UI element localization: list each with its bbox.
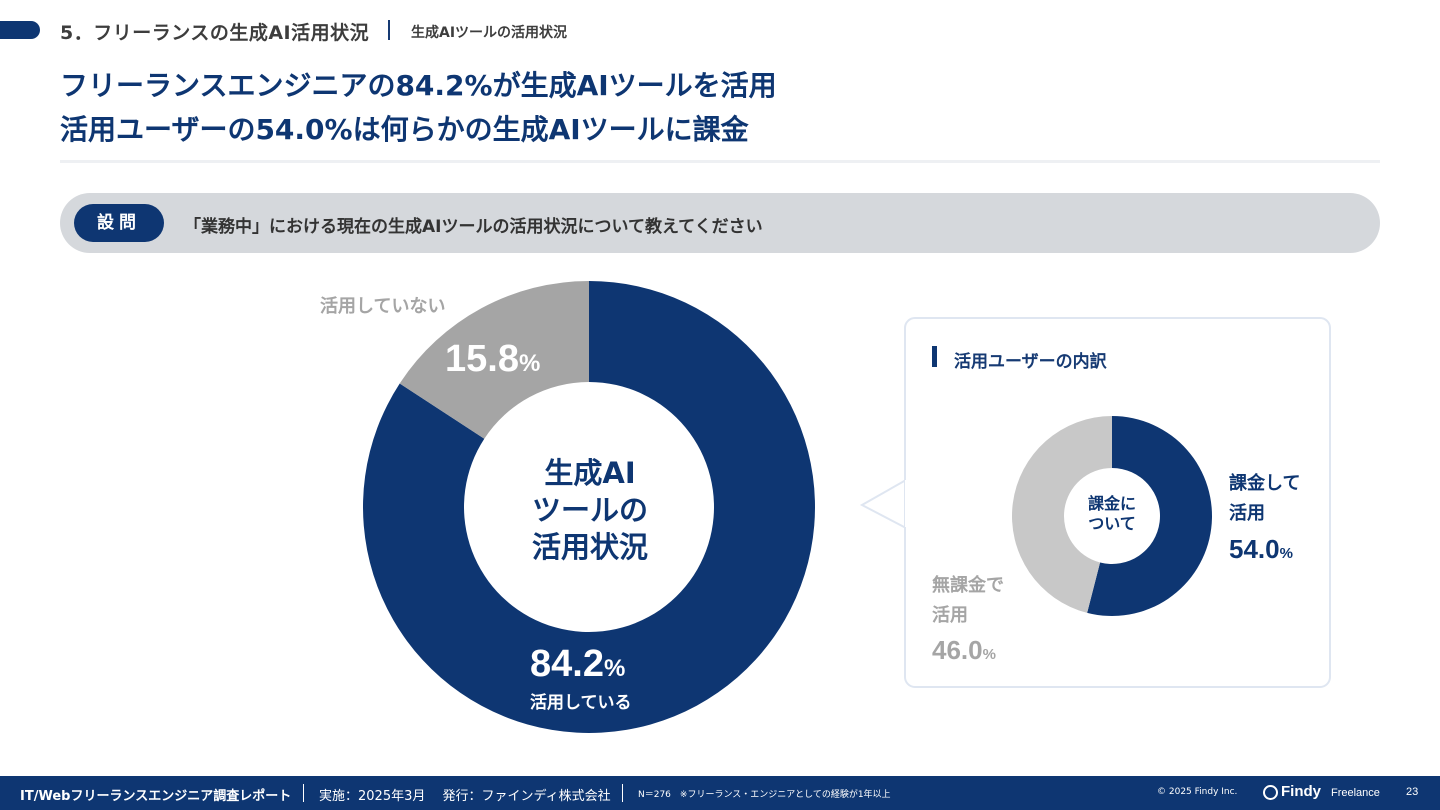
main-center-line-1: 生成AI [544, 456, 636, 490]
footer-divider [303, 784, 304, 802]
footer-copyright: © 2025 Findy Inc. [1157, 787, 1238, 797]
section-marker [0, 21, 40, 39]
donut-slice-paid [1087, 416, 1212, 616]
slice-label-free: 無課金で 活用 [932, 571, 1004, 631]
slice-label-paid: 課金して 活用 [1229, 469, 1300, 529]
footer-logo: Findy [1281, 783, 1321, 800]
footer-report-title: IT/Webフリーランスエンジニア調査レポート [20, 789, 292, 804]
main-donut-center-label: 生成AI ツールの 活用状況 [490, 455, 690, 566]
question-badge: 設問 [74, 204, 164, 242]
slice-label-paid-line-1: 課金して [1229, 473, 1301, 494]
slice-value-paid-number: 54.0 [1229, 534, 1280, 564]
slice-value-used-number: 84.2 [530, 643, 604, 685]
footer-meta: 実施：2025年3月 発行：ファインディ株式会社 [319, 789, 611, 804]
slice-label-unused: 活用していない [320, 296, 446, 317]
sub-center-line-2: ついて [1088, 514, 1136, 533]
headline-line-2: 活用ユーザーの54.0%は何らかの生成AIツールに課金 [60, 113, 749, 146]
slice-value-unused-unit: % [518, 350, 541, 377]
slice-value-used-unit: % [603, 655, 626, 682]
slice-value-unused-number: 15.8 [445, 338, 519, 380]
footer: IT/Webフリーランスエンジニア調査レポート 実施：2025年3月 発行：ファ… [0, 776, 1440, 810]
sub-center-line-1: 課金に [1087, 494, 1136, 513]
question-text: 「業務中」における現在の生成AIツールの活用状況について教えてください [184, 217, 763, 237]
slice-label-free-line-1: 無課金で [932, 575, 1004, 596]
section-divider [388, 20, 390, 40]
donut-slice-unused [399, 281, 589, 439]
headline: フリーランスエンジニアの84.2%が生成AIツールを活用 活用ユーザーの54.0… [60, 64, 777, 152]
main-center-line-2: ツールの [531, 493, 648, 527]
section-title: 5．フリーランスの生成AI活用状況 [60, 22, 370, 44]
footer-divider [622, 784, 623, 802]
slice-value-free-number: 46.0 [932, 635, 983, 665]
slice-value-paid: 54.0% [1229, 534, 1293, 565]
slice-value-paid-unit: % [1279, 545, 1293, 562]
findy-logo-icon [1263, 785, 1278, 800]
question-bar [60, 193, 1380, 253]
callout-pointer [859, 479, 907, 529]
main-center-line-3: 活用状況 [531, 530, 648, 564]
sub-donut-center-label: 課金に ついて [1072, 494, 1152, 534]
footer-note: N＝276 ※フリーランス・エンジニアとしての経験が1年以上 [638, 790, 891, 800]
sub-donut-chart [1011, 416, 1212, 616]
donut-slice-used [363, 281, 815, 734]
slice-label-used: 活用している [530, 693, 632, 713]
breakdown-title: 活用ユーザーの内訳 [954, 352, 1107, 372]
donut-slice-free [1011, 416, 1112, 613]
slice-label-free-line-2: 活用 [932, 605, 968, 626]
main-donut-chart [363, 281, 815, 734]
slice-value-free-unit: % [982, 646, 996, 663]
breakdown-title-marker [932, 346, 937, 367]
callout-joint [905, 480, 909, 527]
headline-line-1: フリーランスエンジニアの84.2%が生成AIツールを活用 [60, 69, 777, 102]
slice-label-paid-line-2: 活用 [1229, 503, 1265, 524]
slice-value-used: 84.2% [530, 643, 625, 686]
slice-value-free: 46.0% [932, 635, 996, 666]
section-subtitle: 生成AIツールの活用状況 [411, 25, 568, 41]
page-number: 23 [1406, 786, 1419, 798]
footer-logo-sub: Freelance [1331, 787, 1380, 799]
headline-divider [60, 160, 1380, 163]
slice-value-unused: 15.8% [445, 338, 540, 381]
